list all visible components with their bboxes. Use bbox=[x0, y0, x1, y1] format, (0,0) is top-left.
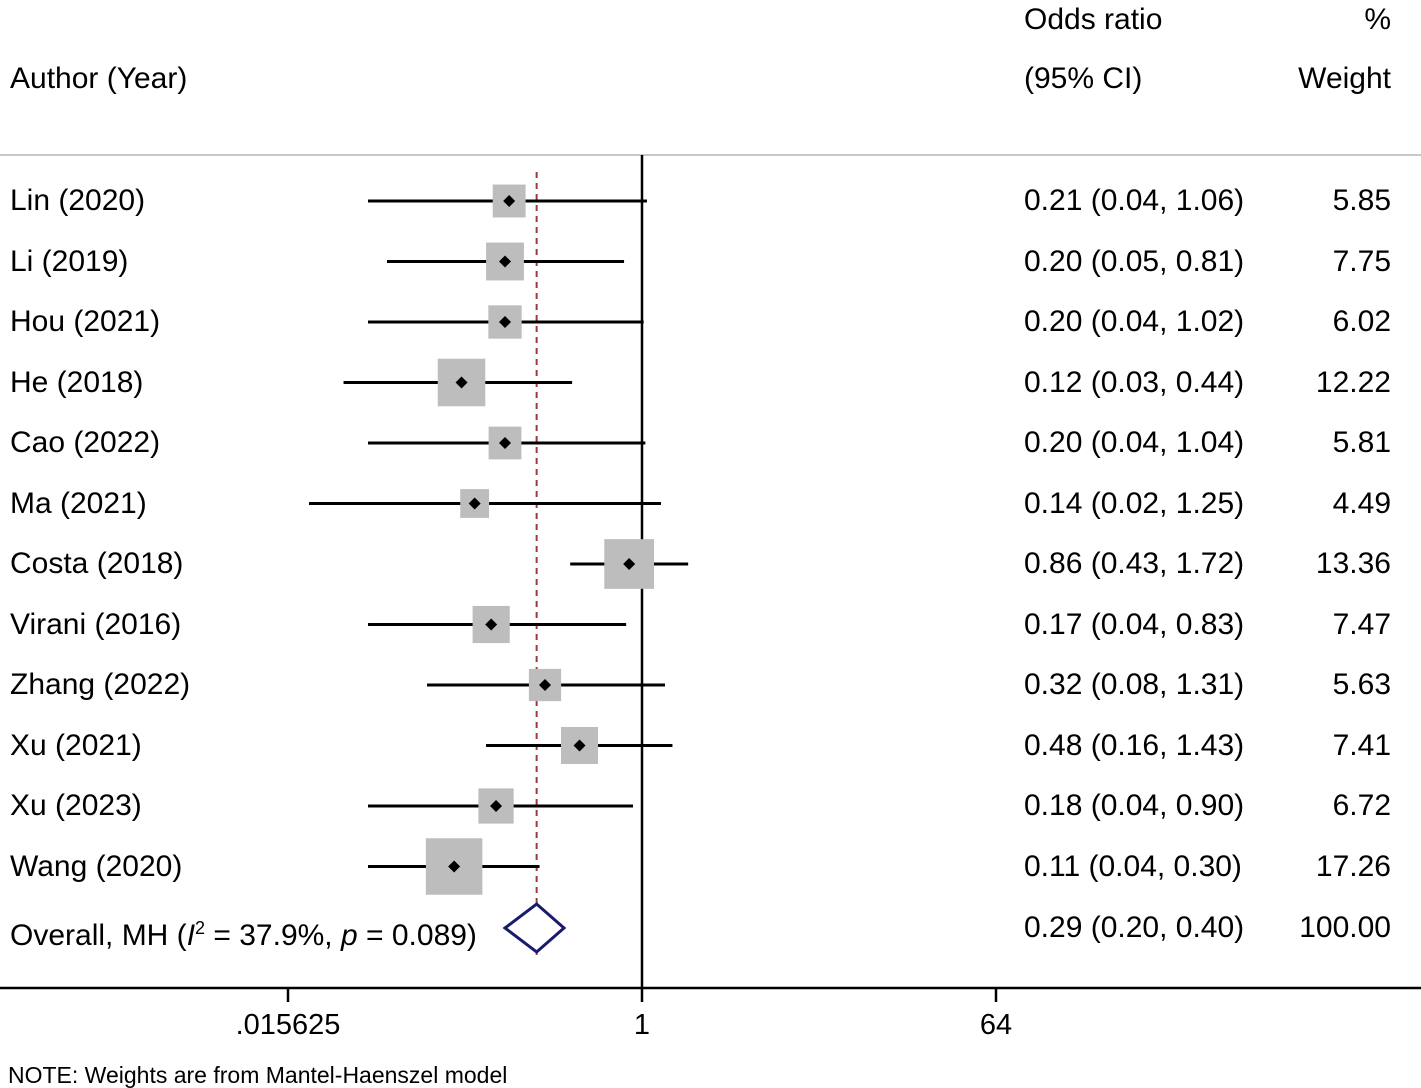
study-label: Ma (2021) bbox=[10, 486, 147, 520]
study-ci-text: 0.20 (0.04, 1.02) bbox=[1024, 305, 1245, 338]
study-ci-text: 0.18 (0.04, 0.90) bbox=[1024, 789, 1245, 822]
weight-column-header-line2: Weight bbox=[1298, 62, 1391, 95]
overall-label-prefix: Overall, MH ( bbox=[10, 919, 187, 952]
point-estimate bbox=[499, 316, 512, 328]
overall-label-suffix: = 0.089) bbox=[357, 919, 477, 952]
study-weight-text: 5.85 bbox=[1332, 184, 1391, 217]
study-ci-text: 0.86 (0.43, 1.72) bbox=[1024, 547, 1245, 580]
study-weight-text: 4.49 bbox=[1332, 486, 1391, 520]
overall-weight-text: 100.00 bbox=[1299, 911, 1391, 944]
axis-tick-label: 64 bbox=[979, 1009, 1013, 1041]
weight-column-header-line1: % bbox=[1364, 3, 1391, 36]
study-weight-text: 7.47 bbox=[1332, 607, 1391, 641]
study-label: Xu (2021) bbox=[10, 728, 142, 762]
study-weight-text: 12.22 bbox=[1315, 365, 1391, 399]
study-label: Costa (2018) bbox=[10, 547, 184, 580]
study-label: Zhang (2022) bbox=[10, 668, 191, 701]
study-ci-text: 0.32 (0.08, 1.31) bbox=[1024, 668, 1245, 701]
overall-diamond bbox=[502, 902, 567, 954]
study-ci-text: 0.20 (0.05, 0.81) bbox=[1024, 244, 1245, 278]
point-estimate bbox=[539, 679, 552, 691]
study-weight-text: 13.36 bbox=[1315, 547, 1391, 580]
study-weight-text: 5.63 bbox=[1332, 668, 1391, 701]
study-ci-text: 0.48 (0.16, 1.43) bbox=[1024, 728, 1245, 762]
study-label: Hou (2021) bbox=[10, 305, 161, 338]
point-estimate bbox=[485, 618, 498, 631]
study-ci-text: 0.17 (0.04, 0.83) bbox=[1024, 607, 1245, 641]
overall-label: Overall, MH (I2 = 37.9%, p = 0.089) bbox=[10, 911, 477, 953]
axis-tick-label: 1 bbox=[633, 1009, 651, 1041]
study-weight-text: 6.72 bbox=[1332, 789, 1391, 822]
study-weight-text: 6.02 bbox=[1332, 305, 1391, 338]
study-label: Li (2019) bbox=[10, 244, 129, 278]
point-estimate bbox=[499, 437, 512, 449]
effect-column-header-line2: (95% CI) bbox=[1024, 62, 1143, 95]
study-label: He (2018) bbox=[10, 365, 144, 399]
study-ci-text: 0.21 (0.04, 1.06) bbox=[1024, 184, 1245, 217]
study-ci-text: 0.11 (0.04, 0.30) bbox=[1024, 849, 1242, 883]
point-estimate bbox=[499, 255, 512, 268]
point-estimate bbox=[490, 800, 503, 812]
overall-ci-text: 0.29 (0.20, 0.40) bbox=[1024, 911, 1245, 944]
study-ci-text: 0.20 (0.04, 1.04) bbox=[1024, 426, 1245, 459]
point-estimate bbox=[468, 497, 481, 510]
point-estimate bbox=[455, 376, 468, 389]
overall-label-sup: 2 bbox=[195, 918, 206, 938]
point-estimate bbox=[573, 739, 586, 752]
study-label: Virani (2016) bbox=[10, 607, 182, 641]
study-weight-text: 5.81 bbox=[1332, 426, 1391, 459]
study-ci-text: 0.14 (0.02, 1.25) bbox=[1024, 486, 1245, 520]
overall-label-p: p bbox=[340, 919, 358, 952]
overall-label-i: I bbox=[186, 919, 196, 952]
overall-label-mid: = 37.9%, bbox=[205, 919, 341, 952]
effect-column-header-line1: Odds ratio bbox=[1024, 3, 1163, 36]
study-label: Xu (2023) bbox=[10, 789, 142, 822]
study-label: Lin (2020) bbox=[10, 184, 146, 217]
study-label: Wang (2020) bbox=[10, 849, 183, 883]
study-weight-text: 17.26 bbox=[1315, 849, 1391, 883]
study-weight-text: 7.41 bbox=[1332, 728, 1391, 762]
axis-tick-label: .015625 bbox=[235, 1009, 341, 1041]
study-label: Cao (2022) bbox=[10, 426, 161, 459]
study-weight-text: 7.75 bbox=[1332, 244, 1391, 278]
point-estimate bbox=[503, 195, 516, 207]
study-column-header: Author (Year) bbox=[10, 62, 188, 95]
point-estimate bbox=[448, 860, 461, 873]
study-ci-text: 0.12 (0.03, 0.44) bbox=[1024, 365, 1245, 399]
note-text: NOTE: Weights are from Mantel-Haenszel m… bbox=[8, 1062, 508, 1088]
point-estimate bbox=[623, 558, 636, 570]
